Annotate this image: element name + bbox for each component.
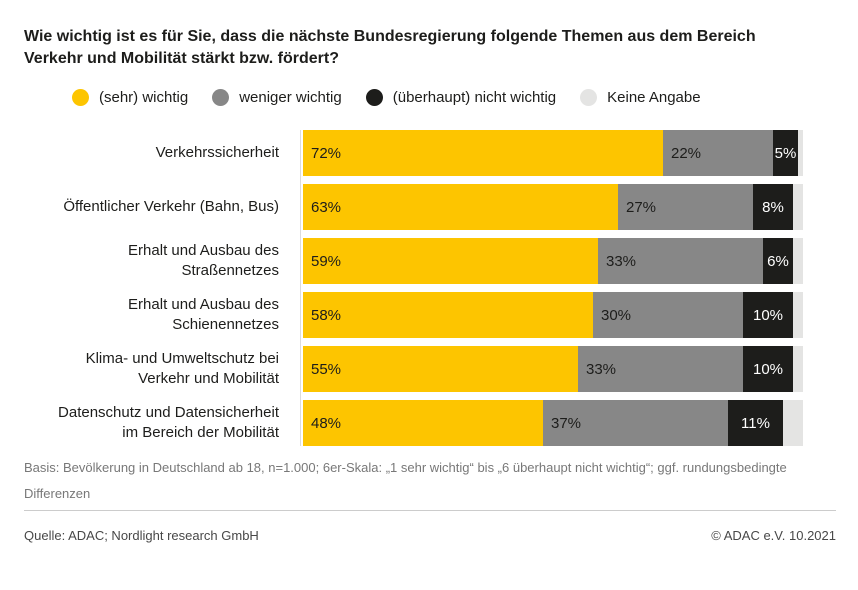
bar-row: Erhalt und Ausbau des Straßennetzes 59% 33… <box>24 238 803 284</box>
category-label: Datenschutz und Datensicherheit im Berei… <box>58 403 279 441</box>
bar-track: 63% 27% 8% <box>303 184 803 230</box>
bar-value-label: 11% <box>741 414 770 432</box>
bar-segment-nicht-wichtig: 11% <box>728 400 783 446</box>
bar-track: 58% 30% 10% <box>303 292 803 338</box>
bar-segment-keine-angabe <box>793 184 803 230</box>
category-label: Klima- und Umweltschutz bei Verkehr und … <box>85 349 279 387</box>
bar-value-label: 6% <box>767 252 789 270</box>
bar-segment-weniger-wichtig: 33% <box>578 346 743 392</box>
legend-color-dot <box>212 89 230 106</box>
bar-row: Klima- und Umweltschutz bei Verkehr und … <box>24 346 803 392</box>
bar-track: 55% 33% 10% <box>303 346 803 392</box>
bar-row: Erhalt und Ausbau des Schienennetzes 58% 3… <box>24 292 803 338</box>
bar-value-label: 5% <box>774 144 797 162</box>
bar-segment-sehr-wichtig: 55% <box>303 346 578 392</box>
bar-value-label: 30% <box>601 306 632 324</box>
bar-value-label: 72% <box>311 144 342 162</box>
bar-value-label: 33% <box>606 252 637 270</box>
bar-segment-keine-angabe <box>793 238 803 284</box>
bar-segment-weniger-wichtig: 22% <box>663 130 773 176</box>
source-text: Quelle: ADAC; Nordlight research GmbH <box>24 528 259 543</box>
bar-value-label: 8% <box>762 198 784 216</box>
footer: Quelle: ADAC; Nordlight research GmbH © … <box>24 528 836 543</box>
legend-item: (überhaupt) nicht wichtig <box>365 89 557 106</box>
bar-track: 59% 33% 6% <box>303 238 803 284</box>
bar-value-label: 27% <box>626 198 657 216</box>
bar-value-label: 55% <box>311 360 342 378</box>
copyright-text: © ADAC e.V. 10.2021 <box>711 528 836 543</box>
bar-row: Datenschutz und Datensicherheit im Berei… <box>24 400 803 446</box>
bar-segment-nicht-wichtig: 10% <box>743 346 793 392</box>
bar-value-label: 58% <box>311 306 342 324</box>
legend-item: weniger wichtig <box>212 89 342 106</box>
bar-segment-nicht-wichtig: 5% <box>773 130 798 176</box>
bar-value-label: 48% <box>311 414 342 432</box>
bar-segment-nicht-wichtig: 8% <box>753 184 793 230</box>
bar-row: Öffentlicher Verkehr (Bahn, Bus) 63% 27% 8% <box>24 184 803 230</box>
legend-item: (sehr) wichtig <box>72 89 188 106</box>
bar-value-label: 37% <box>551 414 582 432</box>
chart-title: Wie wichtig ist es für Sie, dass die näc… <box>24 28 756 68</box>
category-label: Erhalt und Ausbau des Schienennetzes <box>128 295 279 333</box>
legend-color-dot <box>365 89 383 106</box>
legend: (sehr) wichtig weniger wichtig (überhaupt)… <box>72 89 701 106</box>
bar-value-label: 59% <box>311 252 342 270</box>
bar-track: 72% 22% 5% <box>303 130 803 176</box>
bar-value-label: 33% <box>586 360 617 378</box>
bar-segment-nicht-wichtig: 10% <box>743 292 793 338</box>
bar-segment-weniger-wichtig: 30% <box>593 292 743 338</box>
bar-row: Verkehrssicherheit 72% 22% 5% <box>24 130 803 176</box>
legend-label: (sehr) wichtig <box>99 89 189 106</box>
legend-label: Keine Angabe <box>607 89 701 106</box>
bar-track: 48% 37% 11% <box>303 400 803 446</box>
bar-segment-sehr-wichtig: 48% <box>303 400 543 446</box>
bar-segment-nicht-wichtig: 6% <box>763 238 793 284</box>
legend-label: weniger wichtig <box>239 89 342 106</box>
legend-color-dot <box>72 89 89 106</box>
bar-segment-sehr-wichtig: 72% <box>303 130 663 176</box>
basis-note: Basis: Bevölkerung in Deutschland ab 18,… <box>24 460 787 501</box>
bar-segment-weniger-wichtig: 27% <box>618 184 753 230</box>
axis-line <box>300 130 301 446</box>
bar-segment-sehr-wichtig: 58% <box>303 292 593 338</box>
bar-segment-keine-angabe <box>798 130 803 176</box>
bar-value-label: 63% <box>311 198 342 216</box>
bar-segment-sehr-wichtig: 59% <box>303 238 598 284</box>
footer-divider <box>24 510 836 511</box>
category-label: Erhalt und Ausbau des Straßennetzes <box>128 241 279 279</box>
legend-label: (überhaupt) nicht wichtig <box>392 89 557 106</box>
bar-value-label: 10% <box>752 306 784 324</box>
stacked-bar-chart: Verkehrssicherheit 72% 22% 5% Öffentlicher V… <box>24 130 803 446</box>
bar-value-label: 22% <box>671 144 702 162</box>
legend-item: Keine Angabe <box>580 89 701 106</box>
bar-value-label: 10% <box>752 360 784 378</box>
bar-segment-sehr-wichtig: 63% <box>303 184 618 230</box>
bar-segment-keine-angabe <box>783 400 803 446</box>
category-label: Öffentlicher Verkehr (Bahn, Bus) <box>63 197 279 215</box>
bar-segment-keine-angabe <box>793 346 803 392</box>
category-label: Verkehrssicherheit <box>155 143 279 161</box>
bar-segment-weniger-wichtig: 33% <box>598 238 763 284</box>
bar-segment-weniger-wichtig: 37% <box>543 400 728 446</box>
bar-segment-keine-angabe <box>793 292 803 338</box>
legend-color-dot <box>580 89 598 106</box>
